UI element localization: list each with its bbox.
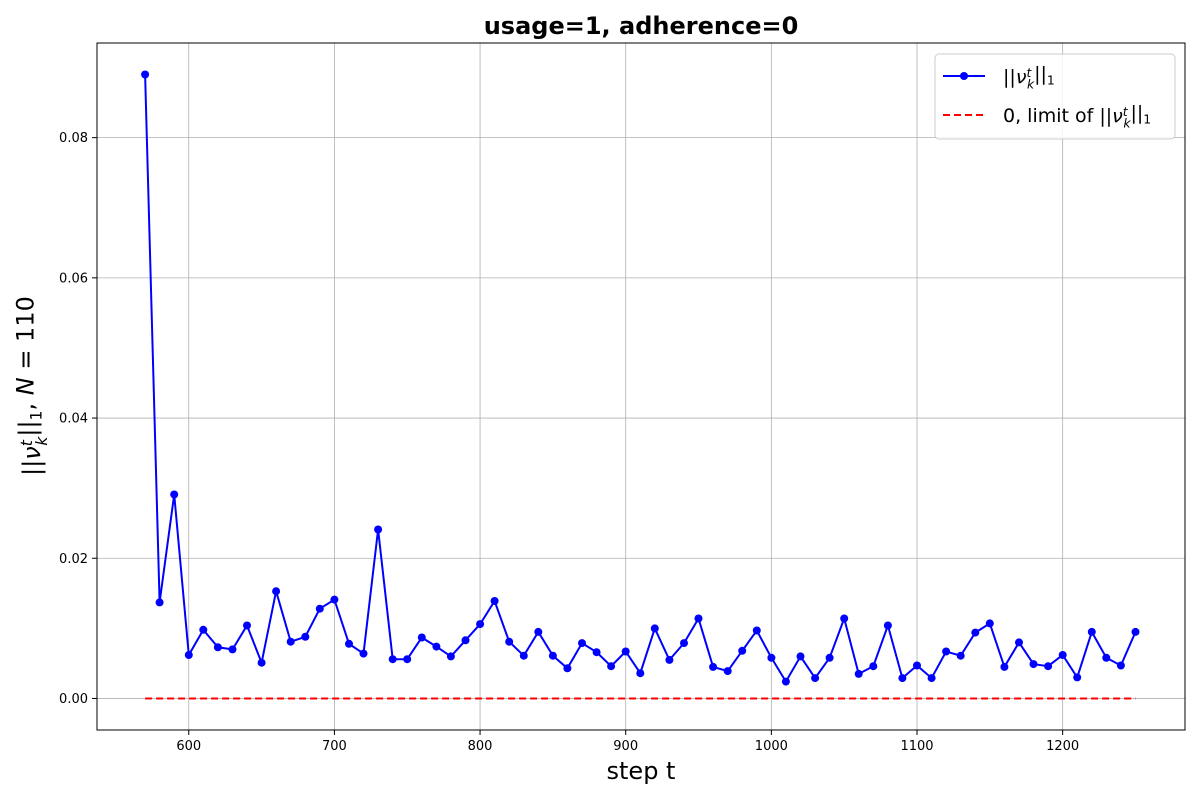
data-point (840, 614, 849, 623)
data-point (345, 639, 353, 648)
data-point (403, 655, 412, 664)
y-tick-label: 0.06 (59, 271, 88, 286)
data-point (738, 646, 747, 655)
data-point (869, 662, 878, 671)
data-point (811, 674, 820, 683)
data-point (374, 525, 383, 534)
data-point (184, 651, 193, 659)
x-tick-label: 600 (176, 739, 201, 754)
data-point (650, 624, 659, 633)
y-tick-label: 0.00 (59, 692, 88, 707)
data-point (213, 643, 222, 652)
legend-marker-norm (960, 72, 968, 80)
data-point (621, 647, 630, 656)
series-layer (141, 70, 1140, 700)
x-axis: 600 700 800 900 1000 1100 1200 (176, 730, 1079, 754)
data-point (272, 587, 281, 596)
x-tick-label: 700 (322, 739, 347, 754)
data-point (592, 648, 601, 657)
data-point (883, 621, 892, 630)
data-point (199, 625, 208, 634)
data-point (286, 637, 295, 646)
data-point (490, 597, 499, 605)
data-point (680, 639, 688, 648)
data-point (359, 649, 368, 658)
data-point (330, 595, 339, 604)
y-tick-label: 0.04 (59, 412, 88, 427)
data-point (461, 636, 470, 645)
data-point (417, 633, 426, 642)
legend-box (934, 53, 1176, 140)
x-axis-label: step t (607, 757, 676, 785)
data-point (155, 598, 164, 607)
y-tick-label: 0.08 (59, 131, 88, 146)
data-point (315, 604, 324, 613)
data-point (578, 639, 586, 648)
x-tick-label: 1200 (1046, 739, 1079, 754)
data-point (446, 652, 455, 661)
data-point (665, 655, 674, 664)
data-point (548, 651, 557, 660)
chart-title: usage=1, adherence=0 (484, 12, 799, 40)
data-point (767, 653, 776, 662)
legend-entry-limit: 0, limit of ||νt k||1 (1003, 102, 1151, 131)
data-point (534, 627, 543, 636)
data-point (1000, 662, 1009, 671)
data-point (505, 637, 514, 646)
data-point (694, 614, 703, 623)
data-point (141, 70, 150, 79)
data-point (1102, 653, 1111, 662)
data-point (388, 655, 397, 664)
data-point (243, 621, 251, 630)
data-point (709, 662, 718, 671)
data-point (854, 669, 863, 678)
data-point (1029, 660, 1038, 669)
data-point (228, 645, 237, 654)
data-point (519, 651, 528, 660)
x-tick-label: 800 (468, 739, 493, 754)
data-point (825, 653, 834, 662)
legend-entry-norm: ||νt k||1 (1003, 63, 1055, 92)
y-axis: 0.00 0.02 0.04 0.06 0.08 (59, 131, 97, 707)
data-point (942, 647, 951, 656)
x-tick-label: 900 (613, 739, 638, 754)
data-point (170, 490, 179, 499)
data-point (607, 662, 616, 671)
data-point (432, 642, 441, 651)
data-point (927, 674, 936, 683)
data-point (1116, 661, 1125, 670)
y-tick-label: 0.02 (59, 552, 88, 567)
data-point (898, 674, 907, 683)
data-point (1058, 651, 1067, 659)
plot-frame (96, 42, 1186, 731)
data-point (257, 658, 266, 667)
data-point (1131, 627, 1140, 636)
data-point (796, 652, 805, 661)
data-point (752, 626, 761, 635)
x-tick-label: 1000 (755, 739, 788, 754)
x-tick-label: 1100 (900, 739, 933, 754)
data-point (956, 651, 965, 660)
data-point (563, 664, 572, 673)
legend: ||νt k||1 0, limit of ||νt k||1 (934, 53, 1176, 140)
data-point (476, 620, 485, 629)
data-point (301, 632, 310, 641)
data-point (1073, 673, 1082, 682)
data-point (636, 669, 645, 678)
data-point (985, 619, 994, 628)
data-point (723, 667, 732, 676)
data-point (971, 628, 980, 637)
data-point (1015, 638, 1023, 647)
data-point (1087, 627, 1096, 636)
data-point (913, 661, 921, 670)
data-point (781, 677, 790, 686)
data-point (1044, 662, 1053, 671)
